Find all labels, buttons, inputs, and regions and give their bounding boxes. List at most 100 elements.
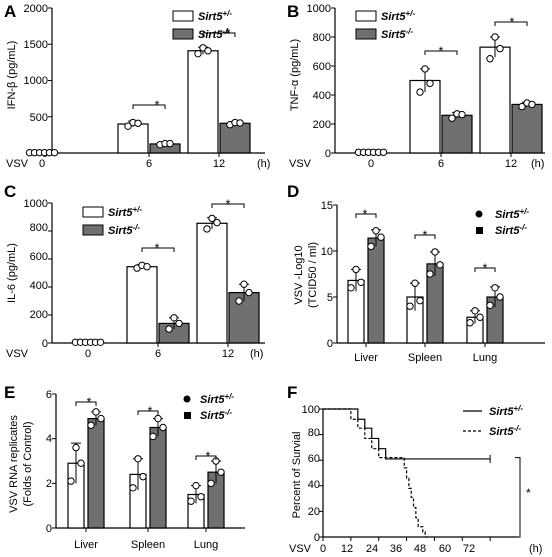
bar (187, 50, 219, 154)
data-point (235, 297, 243, 305)
panel-b-plot (331, 7, 545, 157)
data-point (496, 44, 504, 53)
panel-a-xtick: 6 (146, 158, 152, 170)
legend-label-het: Sirt5+/- (381, 9, 415, 23)
panel-d-plot (333, 204, 545, 347)
significance-bracket (515, 457, 521, 538)
survival-curve-het (323, 408, 491, 460)
bar (87, 417, 105, 529)
significance-bracket (414, 234, 436, 239)
significance-bracket (195, 455, 217, 460)
panel-c-xprefix: VSV (6, 348, 29, 360)
data-point (87, 421, 95, 429)
bar (126, 266, 158, 344)
legend-swatch-het (82, 206, 104, 218)
data-point (187, 497, 195, 505)
panel-e-legend: Sirt5+/- Sirt5-/- (183, 392, 234, 422)
panel-b-xunit: (h) (531, 158, 544, 170)
panel-a-xtick: 12 (213, 158, 225, 170)
panel-e-ylabel: VSV RNA replicates (8, 415, 20, 513)
legend-marker-het (183, 395, 191, 403)
bar (441, 114, 473, 154)
panel-a-ylabel: IFN-β (pg/mL) (6, 41, 18, 110)
data-point (139, 472, 147, 481)
data-point (236, 119, 244, 127)
data-point (352, 265, 360, 274)
data-point (165, 325, 173, 333)
panel-d-ylabel: VSV -Log10 (293, 245, 305, 304)
panel-f-xtick: 0 (320, 543, 326, 555)
panel-b-xtick: 6 (438, 158, 444, 170)
data-point (245, 288, 253, 297)
data-point (448, 114, 456, 122)
panel-e-yticks: 0 2 4 6 (46, 389, 52, 535)
panel-e-ytick: 6 (46, 389, 52, 401)
panel-a-ytick: 2000 (24, 3, 48, 15)
data-point (170, 314, 178, 322)
data-point (379, 148, 388, 156)
panel-c: C IL-6 (pg/mL) 0 200 400 600 800 1000 VS… (4, 182, 265, 360)
panel-c-ytick: 1000 (24, 198, 48, 210)
panel-b-ytick: 400 (313, 90, 331, 102)
data-point (426, 270, 434, 278)
data-point (421, 65, 429, 73)
panel-b-ytick: 600 (313, 61, 331, 73)
data-point (92, 408, 100, 416)
legend-swatch-ko (355, 28, 377, 40)
panel-b-ytick: 200 (313, 119, 331, 131)
data-point (491, 33, 499, 41)
data-point (372, 227, 380, 235)
data-point (367, 242, 375, 251)
panel-f-ytick: 80 (308, 427, 320, 439)
panel-b-ylabel: TNF-α (pg/mL) (289, 39, 301, 111)
panel-f-xtick: 48 (414, 543, 426, 555)
panel-f-xtick: 60 (439, 543, 451, 555)
panel-label-b: B (287, 2, 299, 21)
panel-label-d: D (287, 182, 299, 201)
legend-label-ko: Sirt5-/- (200, 408, 232, 422)
panel-d-ytick: 0 (327, 338, 333, 350)
data-point (207, 479, 215, 488)
data-point (458, 110, 466, 119)
panel-f-xtick: 24 (366, 543, 378, 555)
panel-e-xtick: Lung (194, 539, 218, 551)
panel-f-xtick: 12 (341, 543, 353, 555)
data-point (431, 248, 439, 256)
data-point (426, 79, 434, 88)
data-point (129, 484, 137, 492)
panel-e-xtick: Spleen (131, 539, 165, 551)
bar (219, 122, 251, 154)
panel-e-ytick: 4 (46, 433, 52, 445)
legend-swatch-het (355, 10, 377, 22)
survival-curve-ko (323, 408, 430, 538)
data-point (436, 261, 444, 269)
legend-label-ko: Sirt5-/- (489, 424, 521, 438)
panel-label-c: C (4, 182, 16, 201)
panel-d-ylabel-2: (TCID50 / ml) (307, 242, 319, 308)
panel-e-ytick: 0 (46, 523, 52, 535)
significance-bracket (474, 267, 496, 272)
data-point (416, 88, 424, 96)
panel-d-xtick: Lung (473, 352, 497, 364)
panel-f-xtick: 72 (463, 543, 475, 555)
panel-e-ytick: 2 (46, 478, 52, 490)
panel-b-xtick: 0 (368, 158, 374, 170)
data-point (77, 459, 85, 467)
legend-marker-ko (476, 227, 483, 234)
panel-b: B TNF-α (pg/mL) 0 200 400 600 800 1000 V… (287, 2, 545, 170)
data-point (149, 432, 157, 441)
panel-a-ytick: 500 (30, 112, 48, 124)
significance-bracket (132, 104, 166, 109)
legend-label-ko: Sirt5-/- (108, 223, 140, 237)
panel-d-yticks: 0 5 10 15 (321, 200, 333, 350)
panel-e: E VSV RNA replicates (Folds of Control) … (4, 383, 245, 551)
data-point (416, 296, 424, 305)
legend-swatch-het (172, 10, 194, 22)
panel-f-ytick: 40 (308, 479, 320, 491)
data-point (159, 423, 167, 432)
panel-c-ytick: 400 (30, 280, 48, 292)
panel-c-ytick: 0 (42, 338, 48, 350)
panel-f-ylabel: Percent of Survial (291, 432, 303, 519)
panel-b-xtick: 12 (505, 158, 517, 170)
